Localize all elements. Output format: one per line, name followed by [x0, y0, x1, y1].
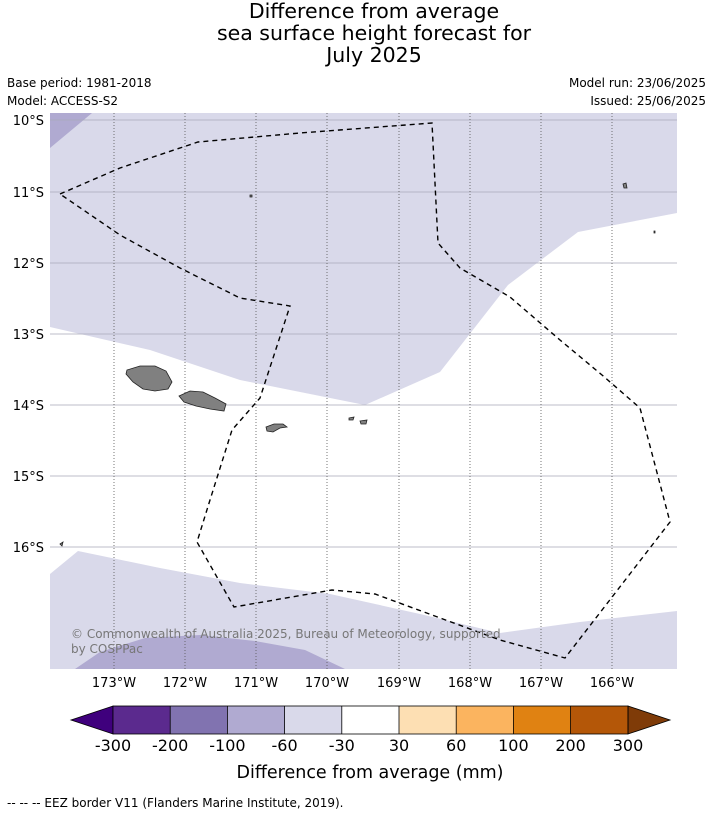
colorbar-extend-low	[69, 705, 114, 735]
model-name: Model: ACCESS-S2	[7, 94, 119, 108]
colorbar-extend-high	[627, 705, 672, 735]
copyright-line-2: by COSPPac	[71, 642, 143, 656]
run-info: Model run: 23/06/2025 Issued: 25/06/2025	[569, 74, 706, 110]
colorbar-tick: 30	[389, 736, 409, 755]
colorbar-tick: 60	[446, 736, 466, 755]
colorbar-segment	[399, 706, 457, 734]
lon-label: 169°W	[377, 676, 421, 691]
lat-label: 14°S	[13, 399, 44, 414]
latitude-gridlines	[50, 119, 677, 548]
colorbar-segment	[170, 706, 228, 734]
lat-label: 15°S	[13, 470, 44, 485]
lat-label: 16°S	[13, 541, 44, 556]
colorbar-segment	[513, 706, 571, 734]
colorbar-ticks: -300 -200 -100 -60 -30 30 60 100 200 300	[95, 736, 643, 755]
anomaly-blob-south	[75, 635, 345, 669]
lon-label: 167°W	[519, 676, 563, 691]
map-title: Difference from average sea surface heig…	[0, 0, 713, 66]
eez-boundary	[58, 122, 671, 659]
title-line-1: Difference from average	[248, 0, 500, 23]
model-run-date: Model run: 23/06/2025	[568, 76, 706, 90]
land-masses	[59, 182, 656, 547]
colorbar-segment	[284, 706, 342, 734]
lat-label: 12°S	[13, 257, 44, 272]
island-tokelau	[622, 182, 628, 189]
colorbar-tick: 300	[613, 736, 644, 755]
colorbar-tick: -200	[152, 736, 188, 755]
lon-label: 168°W	[448, 676, 492, 691]
lat-label: 10°S	[13, 114, 44, 129]
lat-label: 13°S	[13, 328, 44, 343]
island-east-islet	[653, 230, 656, 234]
issued-date: Issued: 25/06/2025	[590, 94, 706, 108]
island-upolu	[178, 390, 227, 412]
latitude-labels: 10°S 11°S 12°S 13°S 14°S 15°S 16°S	[13, 114, 44, 556]
model-info: Base period: 1981-2018 Model: ACCESS-S2	[7, 74, 152, 110]
lon-label: 170°W	[305, 676, 349, 691]
island-swains	[249, 194, 253, 198]
lon-label: 173°W	[92, 676, 136, 691]
island-tau	[359, 419, 368, 425]
anomaly-band-north	[50, 113, 677, 405]
colorbar-tick: -60	[272, 736, 298, 755]
map-area: © Commonwealth of Australia 2025, Bureau…	[50, 113, 677, 669]
colorbar-outline	[112, 705, 629, 735]
base-period: Base period: 1981-2018	[7, 76, 152, 90]
colorbar-tick: 100	[498, 736, 529, 755]
longitude-labels: 173°W 172°W 171°W 170°W 169°W 168°W 167°…	[92, 676, 634, 691]
copyright-line-1: © Commonwealth of Australia 2025, Bureau…	[71, 627, 501, 641]
lon-label: 166°W	[590, 676, 634, 691]
colorbar-tick: 200	[555, 736, 586, 755]
colorbar-tick: -30	[329, 736, 355, 755]
eez-legend-note: -- -- -- EEZ border V11 (Flanders Marine…	[7, 796, 344, 810]
lon-label: 171°W	[234, 676, 278, 691]
colorbar: -300 -200 -100 -60 -30 30 60 100 200 300…	[69, 705, 672, 783]
colorbar-segment	[570, 706, 628, 734]
colorbar-segment	[227, 706, 285, 734]
lon-label: 172°W	[163, 676, 207, 691]
colorbar-tick: -100	[209, 736, 245, 755]
island-savaii	[125, 365, 173, 392]
colorbar-segment	[113, 706, 171, 734]
colorbar-label: Difference from average (mm)	[236, 763, 503, 783]
colorbar-dividers	[169, 706, 571, 734]
colorbar-tick: -300	[95, 736, 131, 755]
anomaly-band-nw-corner	[50, 113, 92, 148]
title-line-3: July 2025	[326, 43, 422, 67]
island-tutuila	[265, 423, 289, 433]
colorbar-segment	[456, 706, 514, 734]
island-ofu	[348, 416, 355, 421]
lat-label: 11°S	[13, 186, 44, 201]
island-sw-islet	[59, 541, 64, 547]
title-line-2: sea surface height forecast for	[216, 21, 532, 45]
colorbar-segment	[341, 706, 399, 734]
